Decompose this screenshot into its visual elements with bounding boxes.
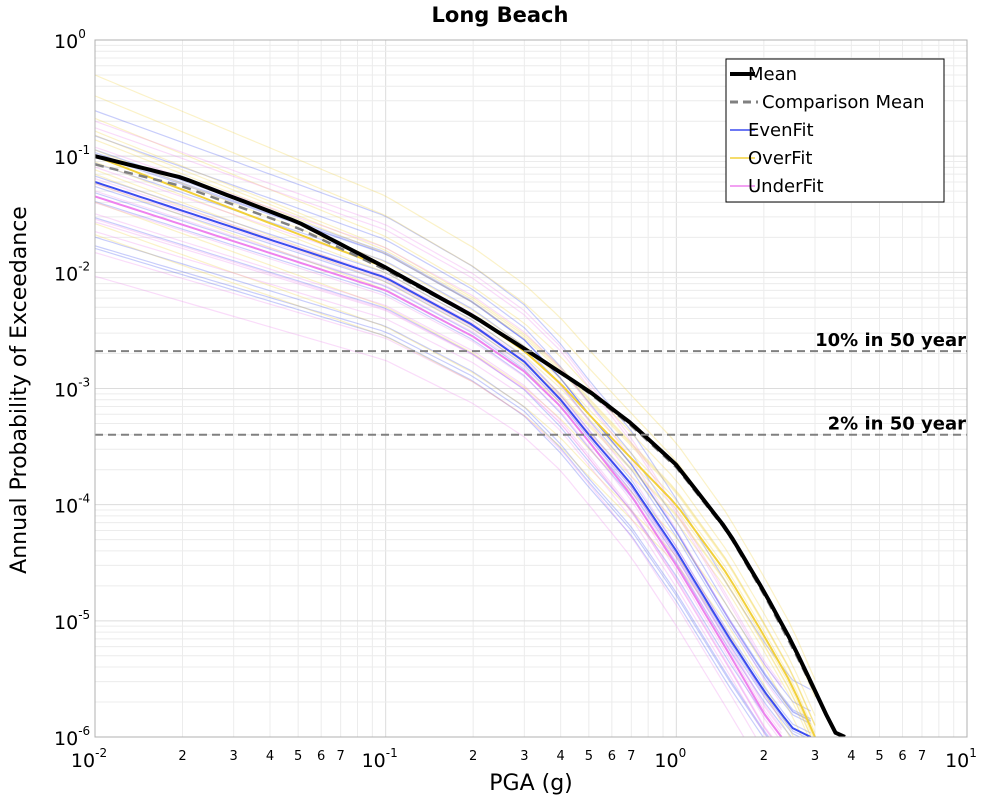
y-axis-label: Annual Probability of Exceedance xyxy=(7,206,32,574)
x-minor-tick-label: 3 xyxy=(811,749,819,764)
reference-line-label: 2% in 50 year xyxy=(828,414,966,435)
x-tick-label: 10-2 xyxy=(71,746,107,772)
x-minor-tick-label: 7 xyxy=(627,749,635,764)
x-minor-tick-label: 5 xyxy=(294,749,302,764)
legend-label: Mean xyxy=(748,64,797,85)
y-tick-label: 10-4 xyxy=(54,492,90,518)
legend-label: EvenFit xyxy=(748,120,814,141)
series-line-evenfit xyxy=(95,180,812,737)
fit-curve-underfit xyxy=(95,213,774,737)
x-axis-label: PGA (g) xyxy=(489,771,573,796)
chart-title: Long Beach xyxy=(432,3,569,27)
fit-curve-overfit xyxy=(95,169,813,737)
legend-label: UnderFit xyxy=(748,176,824,197)
legend-box xyxy=(725,58,945,203)
x-minor-tick-label: 4 xyxy=(557,749,565,764)
x-minor-tick-label: 6 xyxy=(898,749,906,764)
y-tick-label: 10-6 xyxy=(54,724,90,750)
x-minor-tick-label: 7 xyxy=(918,749,926,764)
x-tick-label: 10-1 xyxy=(362,746,398,772)
x-minor-tick-label: 3 xyxy=(520,749,528,764)
fit-curve-overfit xyxy=(95,74,816,681)
fit-curve-underfit xyxy=(95,221,773,737)
reference-line-label: 10% in 50 year xyxy=(815,330,966,351)
fit-curve-underfit xyxy=(95,190,782,734)
x-minor-tick-label: 7 xyxy=(337,749,345,764)
fit-curve-evenfit xyxy=(95,154,811,720)
legend-label: OverFit xyxy=(748,148,812,169)
x-minor-tick-label: 3 xyxy=(230,749,238,764)
fit-curve-evenfit xyxy=(95,152,811,722)
plot-frame xyxy=(94,39,968,738)
fit-curve-underfit xyxy=(95,183,782,731)
fit-curve-evenfit xyxy=(95,236,770,737)
fit-curve-overfit xyxy=(95,139,816,727)
fit-curve-evenfit xyxy=(95,217,782,737)
fit-curve-evenfit xyxy=(95,185,807,737)
legend-label: Comparison Mean xyxy=(762,92,925,113)
fit-curve-underfit xyxy=(95,127,782,689)
y-tick-label: 10-5 xyxy=(54,608,90,634)
fit-curve-bands xyxy=(95,74,816,737)
fit-curve-underfit xyxy=(95,231,768,737)
fit-curve-overfit xyxy=(95,134,816,726)
fit-curve-evenfit xyxy=(95,247,764,737)
x-minor-tick-label: 4 xyxy=(266,749,274,764)
fit-curve-underfit xyxy=(95,275,745,737)
y-tick-label: 100 xyxy=(54,27,86,53)
fit-curve-evenfit xyxy=(95,175,811,734)
y-tick-label: 10-1 xyxy=(54,143,90,169)
x-minor-tick-label: 4 xyxy=(847,749,855,764)
fit-curve-evenfit xyxy=(95,135,811,712)
fit-curve-overfit xyxy=(95,201,803,737)
x-minor-tick-label: 5 xyxy=(585,749,593,764)
series-line-underfit xyxy=(95,195,783,737)
fit-curve-underfit xyxy=(95,178,782,729)
series-lines xyxy=(95,154,846,737)
reference-lines: 10% in 50 year 2% in 50 year xyxy=(95,330,967,436)
x-minor-tick-label: 2 xyxy=(469,749,477,764)
fit-curve-overfit xyxy=(95,117,816,717)
x-minor-tick-label: 6 xyxy=(608,749,616,764)
y-axis-ticks: 100 10-1 10-2 10-3 10-4 10-5 10-6 xyxy=(54,27,90,750)
x-minor-tick-label: 2 xyxy=(178,749,186,764)
fit-curve-underfit xyxy=(95,218,772,737)
x-minor-tick-label: 2 xyxy=(760,749,768,764)
y-tick-label: 10-2 xyxy=(54,259,90,285)
fit-curve-overfit xyxy=(95,161,814,737)
fit-curve-evenfit xyxy=(95,192,801,737)
fit-curve-evenfit xyxy=(95,200,793,737)
y-tick-label: 10-3 xyxy=(54,376,90,402)
fit-curve-overfit xyxy=(95,173,812,737)
series-line-mean xyxy=(95,154,846,737)
fit-curve-overfit xyxy=(95,234,791,737)
fit-curve-underfit xyxy=(95,252,757,737)
fit-curve-evenfit xyxy=(95,162,811,725)
x-tick-label: 100 xyxy=(654,746,686,772)
x-tick-label: 101 xyxy=(945,746,977,772)
grid xyxy=(94,39,968,738)
fit-curve-underfit xyxy=(95,202,779,737)
fit-curve-overfit xyxy=(95,130,816,726)
fit-curve-evenfit xyxy=(95,245,769,737)
fit-curve-overfit xyxy=(95,149,816,733)
x-minor-tick-label: 5 xyxy=(875,749,883,764)
legend: Mean Comparison Mean EvenFit OverFit UnderFi… xyxy=(725,58,945,203)
x-minor-tick-label: 6 xyxy=(317,749,325,764)
